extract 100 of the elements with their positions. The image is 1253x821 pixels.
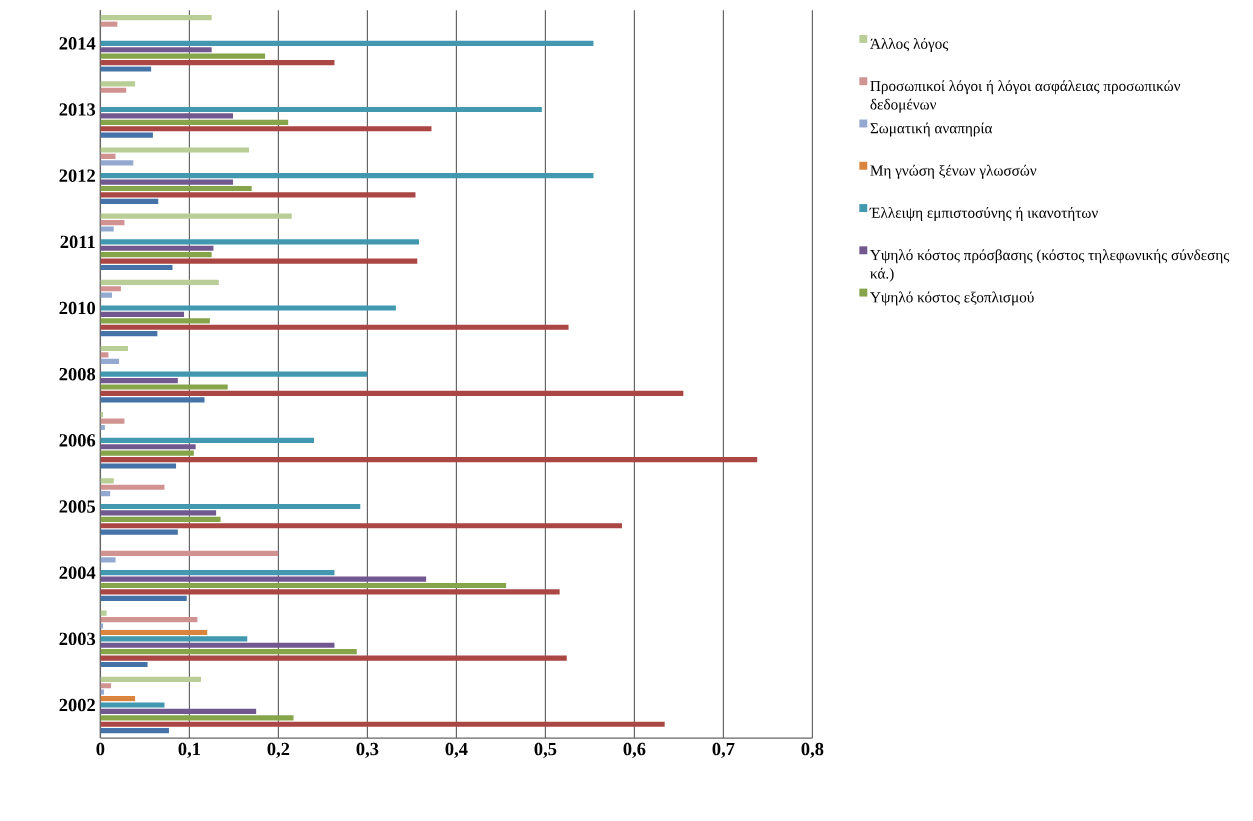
y-tick-label: 2012 — [59, 169, 95, 182]
bar — [100, 655, 567, 661]
bar — [100, 345, 128, 351]
bar — [100, 172, 594, 179]
bar — [100, 213, 292, 219]
bar — [100, 59, 335, 66]
bar — [100, 642, 335, 648]
bar — [100, 397, 205, 403]
bar — [100, 21, 118, 27]
y-tick-label: 2004 — [59, 566, 96, 579]
x-tick-label: 0,1 — [178, 742, 200, 758]
bar — [100, 550, 279, 556]
bar — [100, 305, 396, 311]
bar — [100, 557, 116, 563]
bar — [100, 264, 173, 270]
bar — [100, 516, 221, 522]
x-tick-label: 0,2 — [267, 742, 290, 758]
bar — [100, 318, 210, 324]
legend-label: Υψηλό κόστος πρόσβασης (κόστος τηλεφωνικής σύνδεσης κά.) — [870, 249, 1230, 282]
y-tick-label: 2014 — [59, 36, 96, 50]
bar — [100, 245, 214, 251]
bar — [100, 40, 594, 46]
legend-label: Προσωπικοί λόγοι ή λόγοι ασφάλειας προσωπικών δεδομένων — [870, 80, 1181, 113]
bar — [100, 589, 560, 595]
bar — [100, 286, 121, 292]
bar — [100, 661, 148, 667]
legend-label: Έλλειψη εμπιστοσύνης ή ικανοτήτων — [869, 206, 1098, 221]
bar — [100, 702, 165, 708]
bar — [100, 113, 234, 119]
bar — [100, 132, 153, 138]
bar — [100, 14, 212, 21]
bar — [100, 523, 622, 529]
bar — [100, 119, 289, 125]
bar — [100, 106, 542, 112]
y-tick-label: 2008 — [59, 367, 96, 381]
x-tick-label: 0,7 — [712, 742, 735, 758]
bar — [100, 179, 234, 185]
bar — [100, 311, 185, 317]
bar — [100, 595, 187, 601]
bar — [100, 371, 368, 377]
bar — [100, 582, 507, 588]
y-tick-label: 2005 — [59, 500, 96, 513]
bar — [100, 81, 136, 87]
x-tick-label: 0,4 — [445, 742, 468, 758]
bar — [100, 279, 219, 285]
bar — [100, 251, 212, 258]
bar — [100, 239, 420, 245]
bar — [100, 676, 201, 682]
bar — [100, 87, 127, 93]
bar — [100, 695, 136, 702]
bar — [100, 53, 266, 59]
bar — [100, 219, 125, 226]
y-tick-label: 2011 — [60, 235, 95, 248]
bar — [100, 529, 178, 535]
bar — [100, 683, 112, 689]
bar — [100, 444, 196, 450]
bar — [100, 708, 257, 714]
bar — [100, 324, 569, 330]
bar — [100, 198, 159, 204]
bar — [100, 126, 432, 132]
bar — [100, 503, 361, 509]
bar — [100, 727, 169, 734]
bar — [100, 390, 684, 396]
bar — [100, 384, 228, 390]
bar — [100, 610, 107, 616]
x-tick-label: 0,6 — [623, 742, 646, 758]
x-tick-label: 0 — [96, 742, 105, 756]
bar — [100, 715, 294, 721]
legend-label: Άλλος λόγος — [870, 37, 949, 52]
bar — [100, 292, 112, 298]
bar — [100, 153, 116, 159]
bar — [100, 66, 152, 72]
x-tick-label: 0,5 — [534, 742, 557, 758]
bar — [100, 437, 315, 443]
x-tick-label: 0,8 — [801, 742, 824, 758]
bar — [100, 192, 416, 198]
bar — [100, 418, 125, 424]
bar — [100, 377, 178, 384]
legend-label: Μη γνώση ξένων γλωσσών — [870, 164, 1037, 179]
bar — [100, 450, 194, 456]
bar — [100, 616, 198, 623]
bar — [100, 484, 165, 490]
y-tick-label: 2002 — [59, 698, 95, 712]
bar — [100, 636, 248, 642]
bar — [100, 510, 217, 516]
bar — [100, 185, 252, 191]
bar — [100, 463, 177, 469]
bar — [100, 352, 109, 358]
bar — [100, 160, 134, 166]
y-tick-label: 2010 — [59, 301, 96, 315]
y-tick-label: 2003 — [59, 632, 96, 645]
legend-label: Σωματική αναπηρία — [870, 122, 993, 137]
bar — [100, 358, 120, 364]
bar — [100, 258, 418, 264]
y-tick-label: 2006 — [59, 433, 96, 447]
bar — [100, 478, 114, 484]
bar — [100, 47, 212, 53]
bar — [100, 648, 357, 655]
bar — [100, 147, 250, 153]
bar — [100, 629, 208, 635]
